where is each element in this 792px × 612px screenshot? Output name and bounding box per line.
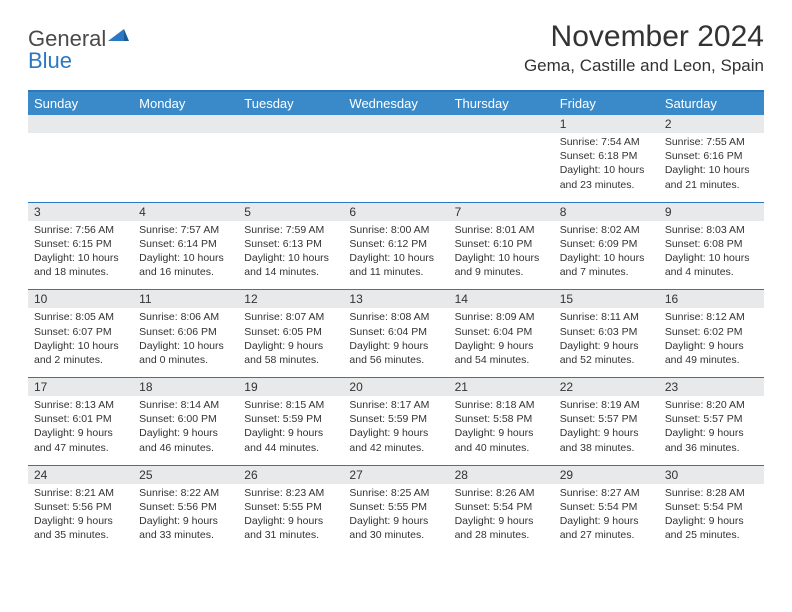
weekday-header: Sunday	[28, 91, 133, 115]
day-number-cell: 22	[554, 378, 659, 397]
day-content-cell: Sunrise: 8:13 AMSunset: 6:01 PMDaylight:…	[28, 396, 133, 465]
day-content-cell: Sunrise: 8:03 AMSunset: 6:08 PMDaylight:…	[659, 221, 764, 290]
day-content-cell	[28, 133, 133, 202]
day-content-cell: Sunrise: 8:11 AMSunset: 6:03 PMDaylight:…	[554, 308, 659, 377]
day-content-cell	[133, 133, 238, 202]
day-content-cell: Sunrise: 8:06 AMSunset: 6:06 PMDaylight:…	[133, 308, 238, 377]
day-number-cell: 23	[659, 378, 764, 397]
header: General November 2024 Gema, Castille and…	[28, 20, 764, 76]
day-number-cell: 5	[238, 202, 343, 221]
day-number-cell	[28, 115, 133, 133]
day-content-cell: Sunrise: 8:12 AMSunset: 6:02 PMDaylight:…	[659, 308, 764, 377]
day-number-cell: 19	[238, 378, 343, 397]
title-block: November 2024 Gema, Castille and Leon, S…	[524, 20, 764, 76]
day-content-cell: Sunrise: 8:00 AMSunset: 6:12 PMDaylight:…	[343, 221, 448, 290]
day-number-cell: 7	[449, 202, 554, 221]
day-content-row: Sunrise: 7:56 AMSunset: 6:15 PMDaylight:…	[28, 221, 764, 290]
day-content-cell: Sunrise: 8:09 AMSunset: 6:04 PMDaylight:…	[449, 308, 554, 377]
logo-text-blue: Blue	[28, 48, 72, 73]
day-content-row: Sunrise: 8:21 AMSunset: 5:56 PMDaylight:…	[28, 484, 764, 553]
day-content-cell: Sunrise: 8:21 AMSunset: 5:56 PMDaylight:…	[28, 484, 133, 553]
day-number-cell: 26	[238, 465, 343, 484]
day-content-cell: Sunrise: 8:22 AMSunset: 5:56 PMDaylight:…	[133, 484, 238, 553]
day-content-cell: Sunrise: 8:23 AMSunset: 5:55 PMDaylight:…	[238, 484, 343, 553]
day-content-cell: Sunrise: 8:25 AMSunset: 5:55 PMDaylight:…	[343, 484, 448, 553]
day-content-cell: Sunrise: 8:15 AMSunset: 5:59 PMDaylight:…	[238, 396, 343, 465]
day-number-cell: 4	[133, 202, 238, 221]
weekday-header-row: Sunday Monday Tuesday Wednesday Thursday…	[28, 91, 764, 115]
day-number-cell: 3	[28, 202, 133, 221]
day-content-cell: Sunrise: 8:07 AMSunset: 6:05 PMDaylight:…	[238, 308, 343, 377]
day-number-cell: 2	[659, 115, 764, 133]
day-content-cell: Sunrise: 7:59 AMSunset: 6:13 PMDaylight:…	[238, 221, 343, 290]
day-number-cell: 18	[133, 378, 238, 397]
day-number-cell: 20	[343, 378, 448, 397]
day-content-row: Sunrise: 8:05 AMSunset: 6:07 PMDaylight:…	[28, 308, 764, 377]
day-content-row: Sunrise: 7:54 AMSunset: 6:18 PMDaylight:…	[28, 133, 764, 202]
day-number-cell: 16	[659, 290, 764, 309]
day-number-cell: 29	[554, 465, 659, 484]
day-number-cell: 11	[133, 290, 238, 309]
weekday-header: Monday	[133, 91, 238, 115]
day-number-cell: 25	[133, 465, 238, 484]
day-number-cell: 13	[343, 290, 448, 309]
day-number-cell	[343, 115, 448, 133]
day-number-cell: 15	[554, 290, 659, 309]
day-number-cell: 12	[238, 290, 343, 309]
day-content-cell: Sunrise: 7:54 AMSunset: 6:18 PMDaylight:…	[554, 133, 659, 202]
day-number-row: 17181920212223	[28, 378, 764, 397]
day-content-cell: Sunrise: 8:02 AMSunset: 6:09 PMDaylight:…	[554, 221, 659, 290]
location-label: Gema, Castille and Leon, Spain	[524, 56, 764, 76]
calendar-page: General November 2024 Gema, Castille and…	[0, 0, 792, 572]
day-number-cell: 28	[449, 465, 554, 484]
day-number-cell: 1	[554, 115, 659, 133]
day-content-cell: Sunrise: 8:08 AMSunset: 6:04 PMDaylight:…	[343, 308, 448, 377]
day-content-cell	[238, 133, 343, 202]
day-content-cell: Sunrise: 8:14 AMSunset: 6:00 PMDaylight:…	[133, 396, 238, 465]
weekday-header: Thursday	[449, 91, 554, 115]
day-content-cell: Sunrise: 8:18 AMSunset: 5:58 PMDaylight:…	[449, 396, 554, 465]
day-number-cell: 10	[28, 290, 133, 309]
day-content-cell: Sunrise: 7:56 AMSunset: 6:15 PMDaylight:…	[28, 221, 133, 290]
day-number-row: 10111213141516	[28, 290, 764, 309]
day-number-row: 3456789	[28, 202, 764, 221]
day-number-cell: 17	[28, 378, 133, 397]
weekday-header: Wednesday	[343, 91, 448, 115]
calendar-table: Sunday Monday Tuesday Wednesday Thursday…	[28, 90, 764, 552]
weekday-header: Tuesday	[238, 91, 343, 115]
day-content-cell: Sunrise: 7:57 AMSunset: 6:14 PMDaylight:…	[133, 221, 238, 290]
day-number-cell: 27	[343, 465, 448, 484]
day-content-cell: Sunrise: 8:28 AMSunset: 5:54 PMDaylight:…	[659, 484, 764, 553]
day-content-cell: Sunrise: 7:55 AMSunset: 6:16 PMDaylight:…	[659, 133, 764, 202]
day-number-cell	[238, 115, 343, 133]
day-number-cell: 8	[554, 202, 659, 221]
day-number-row: 12	[28, 115, 764, 133]
day-content-cell: Sunrise: 8:27 AMSunset: 5:54 PMDaylight:…	[554, 484, 659, 553]
day-number-cell: 30	[659, 465, 764, 484]
day-number-cell: 6	[343, 202, 448, 221]
weekday-header: Saturday	[659, 91, 764, 115]
day-content-cell: Sunrise: 8:19 AMSunset: 5:57 PMDaylight:…	[554, 396, 659, 465]
day-number-cell: 14	[449, 290, 554, 309]
day-number-cell: 24	[28, 465, 133, 484]
calendar-body: 12Sunrise: 7:54 AMSunset: 6:18 PMDayligh…	[28, 115, 764, 552]
day-number-cell	[449, 115, 554, 133]
month-title: November 2024	[524, 20, 764, 54]
day-content-cell	[343, 133, 448, 202]
day-content-cell	[449, 133, 554, 202]
logo-triangle-icon	[108, 27, 130, 50]
day-content-row: Sunrise: 8:13 AMSunset: 6:01 PMDaylight:…	[28, 396, 764, 465]
day-number-cell	[133, 115, 238, 133]
day-content-cell: Sunrise: 8:26 AMSunset: 5:54 PMDaylight:…	[449, 484, 554, 553]
day-content-cell: Sunrise: 8:01 AMSunset: 6:10 PMDaylight:…	[449, 221, 554, 290]
day-content-cell: Sunrise: 8:20 AMSunset: 5:57 PMDaylight:…	[659, 396, 764, 465]
day-content-cell: Sunrise: 8:05 AMSunset: 6:07 PMDaylight:…	[28, 308, 133, 377]
day-number-cell: 21	[449, 378, 554, 397]
day-number-row: 24252627282930	[28, 465, 764, 484]
logo-blue-wrap: Blue	[28, 48, 72, 74]
day-number-cell: 9	[659, 202, 764, 221]
day-content-cell: Sunrise: 8:17 AMSunset: 5:59 PMDaylight:…	[343, 396, 448, 465]
weekday-header: Friday	[554, 91, 659, 115]
